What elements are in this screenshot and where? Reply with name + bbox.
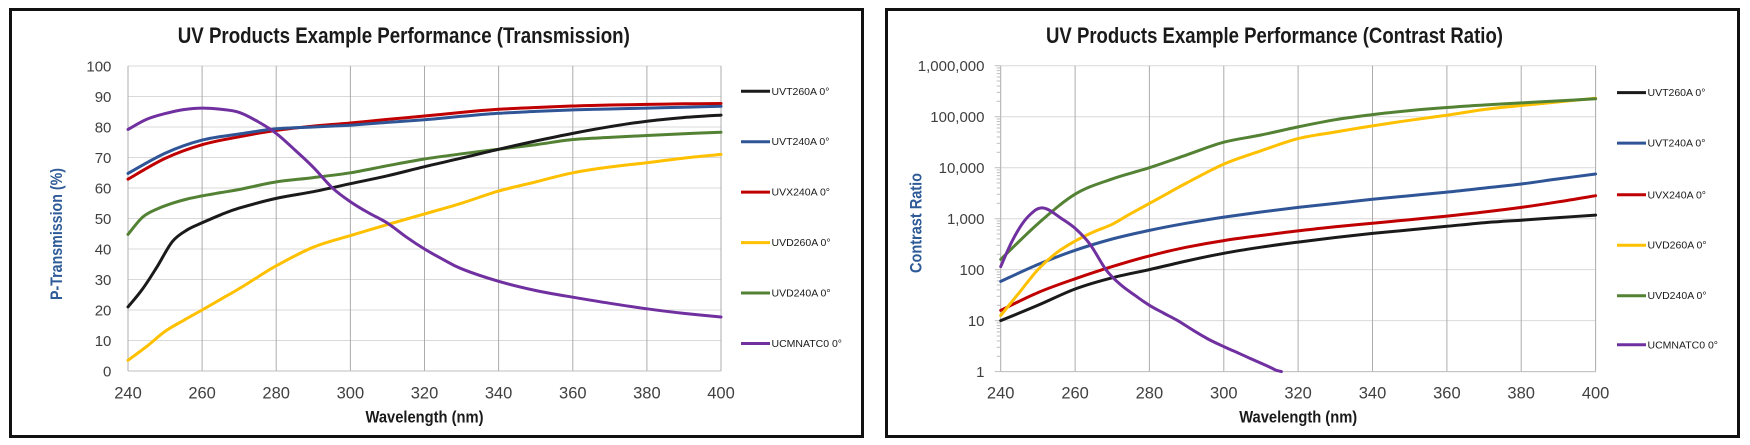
- svg-text:260: 260: [188, 385, 216, 403]
- svg-text:0: 0: [103, 364, 111, 381]
- svg-text:30: 30: [95, 272, 112, 289]
- svg-text:UCMNATC0 0°: UCMNATC0 0°: [1648, 339, 1719, 351]
- svg-text:360: 360: [1433, 385, 1461, 403]
- svg-text:380: 380: [1507, 385, 1535, 403]
- svg-text:UVT240A 0°: UVT240A 0°: [1648, 138, 1706, 150]
- svg-text:280: 280: [262, 385, 290, 403]
- svg-text:UVX240A 0°: UVX240A 0°: [1648, 189, 1707, 201]
- svg-text:240: 240: [987, 385, 1015, 403]
- svg-text:100,000: 100,000: [930, 109, 984, 126]
- svg-text:280: 280: [1136, 385, 1164, 403]
- svg-text:Contrast Ratio: Contrast Ratio: [906, 173, 925, 273]
- svg-text:UVT260A 0°: UVT260A 0°: [1648, 87, 1706, 99]
- svg-text:UVT260A 0°: UVT260A 0°: [772, 86, 830, 98]
- svg-text:340: 340: [1359, 385, 1387, 403]
- svg-text:80: 80: [95, 120, 112, 137]
- svg-text:240: 240: [114, 385, 142, 403]
- svg-text:UVD260A 0°: UVD260A 0°: [772, 237, 831, 249]
- svg-text:380: 380: [633, 385, 661, 403]
- svg-text:320: 320: [411, 385, 439, 403]
- svg-text:1: 1: [976, 364, 984, 381]
- svg-text:20: 20: [95, 303, 112, 320]
- svg-text:1,000: 1,000: [947, 211, 985, 228]
- svg-text:10: 10: [95, 333, 112, 350]
- svg-text:100: 100: [959, 262, 984, 279]
- svg-text:Wavelength (nm): Wavelength (nm): [1239, 408, 1357, 427]
- svg-text:360: 360: [559, 385, 587, 403]
- svg-text:300: 300: [337, 385, 365, 403]
- svg-text:70: 70: [95, 150, 112, 167]
- svg-text:UV Products Example Performanc: UV Products Example Performance (Contras…: [1046, 23, 1503, 48]
- svg-text:340: 340: [485, 385, 513, 403]
- svg-text:60: 60: [95, 181, 112, 198]
- svg-text:10,000: 10,000: [939, 160, 985, 177]
- svg-text:50: 50: [95, 211, 112, 228]
- svg-text:UV Products Example Performanc: UV Products Example Performance (Transmi…: [178, 23, 630, 48]
- svg-text:400: 400: [707, 385, 735, 403]
- svg-text:UVX240A 0°: UVX240A 0°: [772, 187, 831, 199]
- svg-text:P-Transmission (%): P-Transmission (%): [47, 168, 66, 300]
- svg-text:260: 260: [1061, 385, 1089, 403]
- svg-text:90: 90: [95, 89, 112, 106]
- svg-text:UCMNATC0 0°: UCMNATC0 0°: [772, 338, 843, 350]
- svg-text:320: 320: [1284, 385, 1312, 403]
- svg-text:UVT240A 0°: UVT240A 0°: [772, 136, 830, 148]
- svg-text:1,000,000: 1,000,000: [918, 58, 985, 75]
- svg-text:100: 100: [86, 59, 111, 76]
- svg-text:400: 400: [1582, 385, 1610, 403]
- svg-text:UVD260A 0°: UVD260A 0°: [1648, 240, 1707, 252]
- svg-text:Wavelength (nm): Wavelength (nm): [366, 408, 484, 427]
- svg-text:40: 40: [95, 242, 112, 259]
- svg-text:UVD240A 0°: UVD240A 0°: [1648, 290, 1707, 302]
- svg-text:300: 300: [1210, 385, 1238, 403]
- svg-text:UVD240A 0°: UVD240A 0°: [772, 288, 831, 300]
- svg-text:10: 10: [968, 313, 985, 330]
